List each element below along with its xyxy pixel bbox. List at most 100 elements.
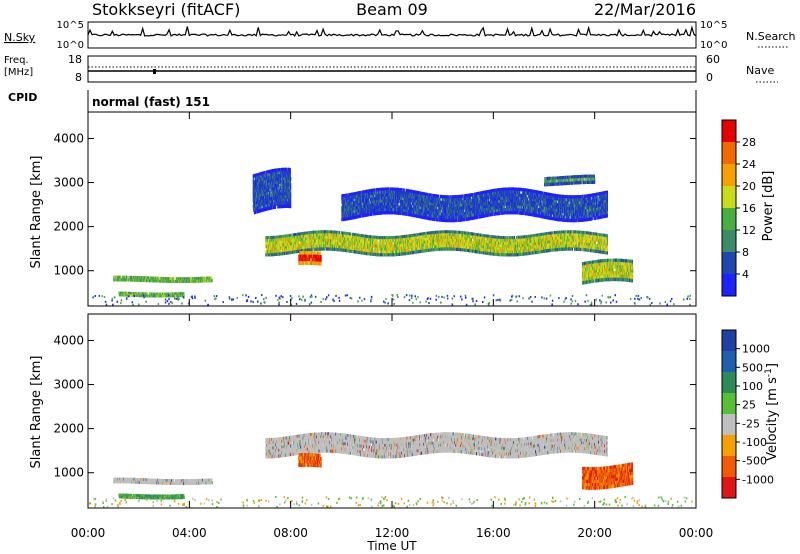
- data-cell: [501, 236, 503, 240]
- data-cell: [561, 241, 563, 246]
- data-cell: [272, 244, 274, 248]
- data-cell: [287, 239, 289, 244]
- data-cell: [473, 249, 475, 253]
- data-cell: [313, 242, 315, 246]
- data-cell: [278, 241, 280, 245]
- data-cell: [435, 245, 437, 249]
- data-cell: [487, 246, 489, 250]
- data-cell: [320, 233, 322, 237]
- data-cell: [304, 231, 306, 235]
- data-cell: [404, 249, 406, 253]
- data-cell: [566, 241, 568, 245]
- data-cell: [388, 239, 390, 243]
- data-cell: [473, 235, 475, 239]
- data-cell: [515, 244, 517, 248]
- data-cell: [442, 241, 444, 245]
- data-cell: [495, 235, 497, 239]
- data-cell: [405, 237, 407, 241]
- data-cell: [286, 248, 289, 252]
- data-cell: [302, 237, 304, 241]
- data-cell: [320, 238, 322, 243]
- data-cell: [394, 244, 396, 248]
- data-cell: [370, 238, 372, 242]
- data-cell: [318, 238, 320, 243]
- data-cell: [333, 247, 335, 251]
- data-cell: [178, 294, 180, 298]
- data-cell: [397, 252, 399, 256]
- data-cell: [186, 277, 188, 281]
- data-cell: [335, 247, 337, 251]
- data-cell: [354, 250, 356, 254]
- data-cell: [406, 246, 408, 250]
- data-cell: [190, 277, 192, 281]
- data-cell: [562, 236, 564, 240]
- data-cell: [403, 246, 405, 250]
- data-cell: [404, 246, 406, 250]
- data-cell: [472, 232, 474, 236]
- data-cell: [471, 232, 473, 236]
- data-cell: [579, 233, 581, 237]
- data-cell: [504, 250, 506, 254]
- data-cell: [430, 248, 432, 252]
- data-cell: [560, 230, 562, 234]
- data-cell: [488, 234, 490, 239]
- data-cell: [394, 247, 396, 251]
- data-cell: [326, 241, 328, 245]
- data-cell: [146, 294, 148, 298]
- data-cell: [375, 241, 377, 245]
- data-cell: [152, 279, 154, 283]
- data-cell: [370, 235, 372, 239]
- data-cell: [570, 235, 572, 240]
- data-cell: [539, 250, 541, 254]
- data-cell: [497, 250, 499, 254]
- data-cell: [272, 244, 275, 248]
- data-cell: [305, 234, 307, 238]
- data-cell: [184, 279, 186, 283]
- data-cell: [123, 293, 125, 297]
- data-cell: [415, 233, 417, 237]
- data-cell: [549, 245, 551, 250]
- data-cell: [299, 243, 301, 248]
- data-cell: [161, 279, 163, 283]
- data-cell: [428, 242, 430, 247]
- data-cell: [497, 247, 499, 251]
- data-cell: [297, 238, 299, 242]
- data-cell: [148, 276, 150, 280]
- data-cell: [550, 248, 552, 252]
- data-cell: [460, 248, 462, 252]
- data-cell: [320, 241, 322, 245]
- data-cell: [315, 239, 317, 243]
- data-cell: [311, 247, 313, 252]
- data-cell: [527, 246, 529, 250]
- data-cell: [312, 245, 314, 249]
- data-cell: [580, 236, 582, 240]
- data-cell: [432, 242, 434, 246]
- data-cell: [498, 244, 500, 248]
- data-cell: [488, 237, 490, 241]
- data-cell: [373, 235, 375, 239]
- data-cell: [511, 250, 514, 254]
- data-cell: [305, 237, 307, 241]
- data-cell: [337, 245, 339, 249]
- data-cell: [348, 240, 350, 245]
- nsky-label: N.Sky: [4, 31, 36, 44]
- data-cell: [373, 249, 375, 254]
- data-cell: [407, 248, 409, 252]
- data-cell: [337, 242, 339, 246]
- data-cell: [422, 232, 424, 236]
- data-cell: [294, 236, 296, 240]
- data-cell: [328, 247, 330, 251]
- data-cell: [328, 233, 330, 237]
- data-cell: [170, 294, 172, 298]
- data-cell: [579, 242, 581, 246]
- data-cell: [554, 248, 556, 252]
- data-cell: [185, 277, 187, 281]
- data-cell: [319, 230, 321, 234]
- data-cell: [151, 292, 153, 296]
- data-cell: [302, 248, 305, 253]
- data-cell: [334, 242, 336, 246]
- data-cell: [188, 277, 190, 281]
- data-cell: [446, 233, 448, 237]
- data-cell: [493, 238, 495, 242]
